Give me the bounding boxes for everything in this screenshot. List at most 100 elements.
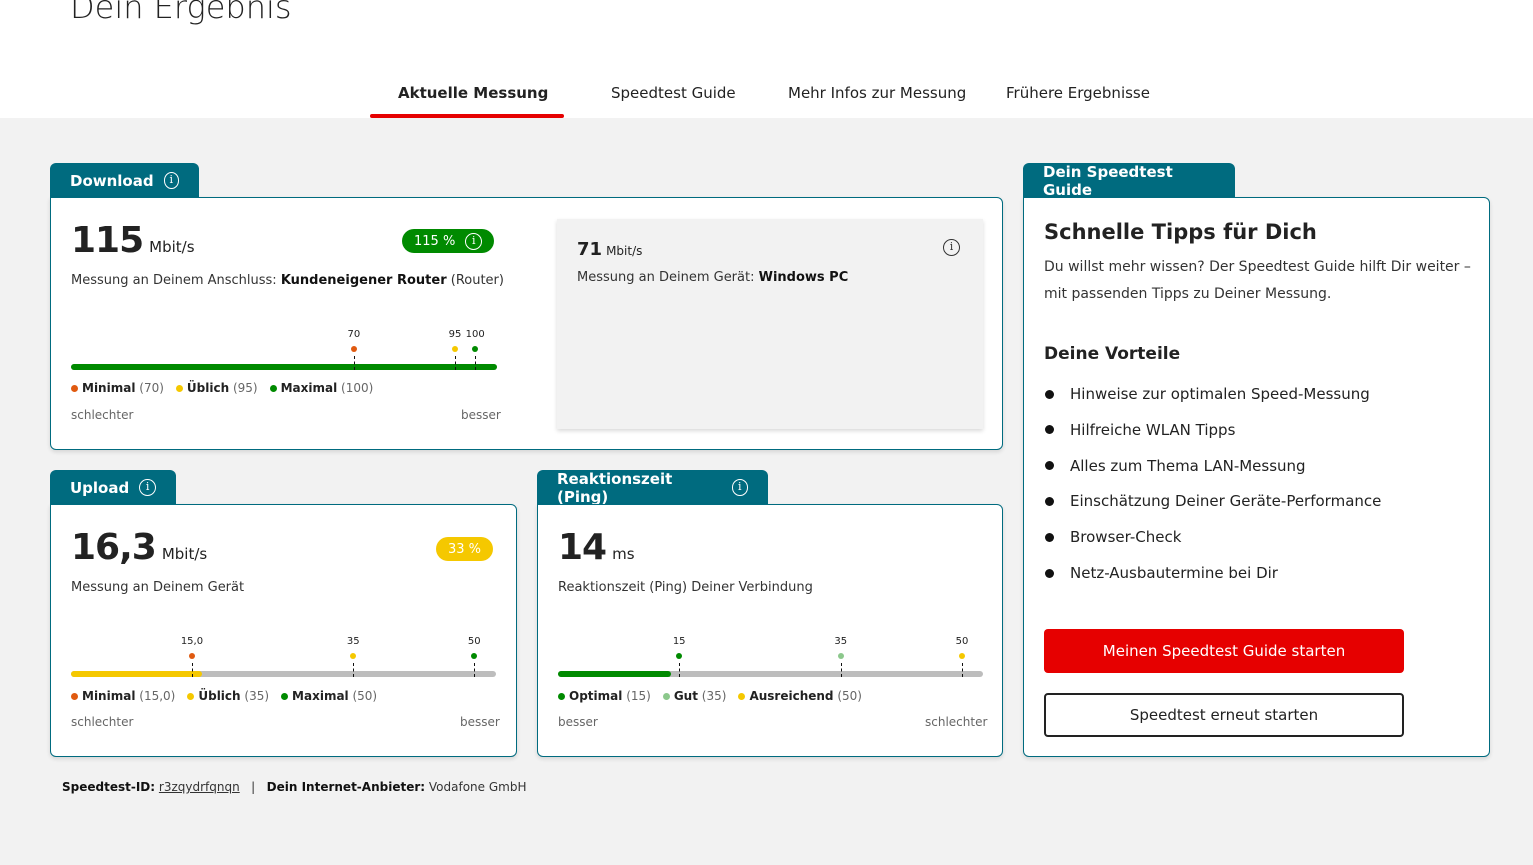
marker-label: 35 — [834, 636, 848, 647]
download-tab-header: Download i — [50, 163, 199, 198]
ping-bar: 15 35 50 — [558, 636, 983, 677]
upload-percent-badge: 33 % — [436, 537, 494, 561]
marker-tick — [191, 663, 193, 677]
marker-dot — [350, 346, 357, 352]
legend-item: Maximal (50) — [281, 689, 377, 703]
upload-card: 16,3 Mbit/s 33 % Messung an Deinem Gerät … — [50, 504, 517, 757]
footer: Speedtest-ID: r3zqydrfqnqn | Dein Intern… — [62, 780, 526, 794]
header: Dein Ergebnis Aktuelle Messung Speedtest… — [0, 0, 1533, 118]
marker-tick — [353, 663, 355, 677]
marker-label: 50 — [467, 636, 481, 647]
provider-label: Dein Internet-Anbieter: — [266, 780, 426, 794]
marker-label: 15,0 — [180, 636, 204, 647]
benefit-text: Alles zum Thema LAN-Messung — [1070, 456, 1306, 475]
download-value: 115 Mbit/s — [71, 220, 195, 261]
legend-item: Üblich (95) — [175, 381, 258, 395]
tab-mehr-infos[interactable]: Mehr Infos zur Messung — [788, 84, 967, 102]
guide-card: Schnelle Tipps für Dich Du willst mehr w… — [1023, 197, 1490, 757]
upload-value: 16,3 Mbit/s — [71, 527, 208, 568]
legend-item: Üblich (35) — [187, 689, 269, 703]
bar-fill — [71, 671, 203, 677]
scale-right-label: besser — [460, 715, 500, 729]
tab-fruehere-ergebnisse[interactable]: Frühere Ergebnisse — [1006, 84, 1150, 102]
ping-legend: Optimal (15) Gut (35) Ausreichend (50) — [558, 689, 862, 703]
info-icon[interactable]: i — [943, 239, 960, 256]
speedtest-id-link[interactable]: r3zqydrfqnqn — [158, 780, 240, 794]
legend-item: Ausreichend (50) — [738, 689, 862, 703]
legend-dot-icon — [558, 693, 565, 700]
separator: | — [251, 780, 256, 794]
download-label: Download — [70, 171, 154, 190]
marker-tick — [353, 356, 355, 370]
marker-label: 100 — [465, 329, 485, 340]
scale-left-label: besser — [558, 715, 598, 729]
scale-left-label: schlechter — [71, 408, 134, 422]
guide-text: mit passenden Tipps zu Deiner Messung. — [1044, 286, 1332, 302]
ping-description: Reaktionszeit (Ping) Deiner Verbindung — [558, 580, 813, 595]
device-description: Messung an Deinem Gerät: Windows PC — [577, 270, 849, 285]
legend-item: Minimal (70) — [71, 381, 164, 395]
bar-fill — [558, 671, 672, 677]
legend-dot-icon — [281, 693, 289, 700]
marker-dot — [451, 346, 458, 352]
marker-tick — [475, 356, 477, 370]
ping-card: 14 ms Reaktionszeit (Ping) Deiner Verbind… — [537, 504, 1003, 757]
restart-speedtest-button[interactable]: Speedtest erneut starten — [1044, 693, 1404, 737]
tab-aktuelle-messung[interactable]: Aktuelle Messung — [398, 84, 549, 102]
marker-label: 50 — [955, 636, 969, 647]
marker-dot — [958, 653, 965, 659]
ping-label: Reaktionszeit (Ping) — [557, 469, 673, 506]
info-icon[interactable]: i — [731, 479, 748, 496]
marker-tick — [961, 663, 963, 677]
bullet-icon — [1045, 425, 1054, 435]
page-title: Dein Ergebnis — [70, 0, 292, 26]
guide-text: Du willst mehr wissen? Der Speedtest Gui… — [1044, 259, 1471, 275]
download-percent-badge: 115 % i — [402, 229, 495, 253]
marker-tick — [474, 663, 476, 677]
upload-description: Messung an Deinem Gerät — [71, 580, 245, 595]
benefit-item: Einschätzung Deiner Geräte-Performance — [1045, 492, 1381, 510]
marker-label: 35 — [346, 636, 360, 647]
upload-legend: Minimal (15,0) Üblich (35) Maximal (50) — [71, 689, 377, 703]
marker-dot — [837, 653, 844, 659]
marker-tick — [454, 356, 456, 370]
upload-tab-header: Upload i — [50, 470, 176, 505]
info-icon[interactable]: i — [163, 172, 179, 189]
legend-dot-icon — [71, 385, 78, 392]
bullet-icon — [1045, 532, 1054, 542]
active-tab-indicator — [370, 114, 564, 118]
marker-tick — [840, 663, 842, 677]
legend-dot-icon — [71, 693, 78, 700]
download-legend: Minimal (70) Üblich (95) Maximal (100) — [71, 381, 373, 395]
scale-right-label: besser — [461, 408, 501, 422]
tab-speedtest-guide[interactable]: Speedtest Guide — [611, 84, 736, 102]
bullet-icon — [1045, 568, 1054, 578]
marker-dot — [471, 653, 478, 659]
marker-dot — [350, 653, 357, 659]
legend-item: Minimal (15,0) — [71, 689, 175, 703]
legend-item: Maximal (100) — [269, 381, 373, 395]
marker-dot — [676, 653, 683, 659]
info-icon[interactable]: i — [465, 232, 483, 250]
ping-tab-header: Reaktionszeit (Ping) i — [537, 469, 768, 506]
benefit-text: Browser-Check — [1070, 528, 1182, 547]
benefit-item: Hilfreiche WLAN Tipps — [1045, 421, 1235, 439]
benefits-heading: Deine Vorteile — [1044, 344, 1181, 364]
bullet-icon — [1045, 461, 1054, 471]
bar-fill — [71, 364, 497, 370]
marker-label: 15 — [672, 636, 686, 647]
scale-right-label: schlechter — [925, 715, 988, 729]
device-value: 71 Mbit/s — [577, 239, 643, 260]
guide-tab-header: Dein Speedtest Guide — [1023, 163, 1235, 199]
benefit-item: Browser-Check — [1045, 528, 1181, 546]
benefit-text: Einschätzung Deiner Geräte-Performance — [1070, 492, 1382, 511]
benefit-item: Netz-Ausbautermine bei Dir — [1045, 564, 1278, 582]
bullet-icon — [1045, 496, 1054, 506]
download-description: Messung an Deinem Anschluss: Kundeneigen… — [71, 273, 504, 288]
speedtest-id-label: Speedtest-ID: — [62, 780, 156, 794]
legend-dot-icon — [269, 385, 277, 392]
start-guide-button[interactable]: Meinen Speedtest Guide starten — [1044, 629, 1404, 673]
guide-heading: Schnelle Tipps für Dich — [1044, 220, 1317, 244]
info-icon[interactable]: i — [139, 479, 156, 496]
scale-left-label: schlechter — [71, 715, 134, 729]
